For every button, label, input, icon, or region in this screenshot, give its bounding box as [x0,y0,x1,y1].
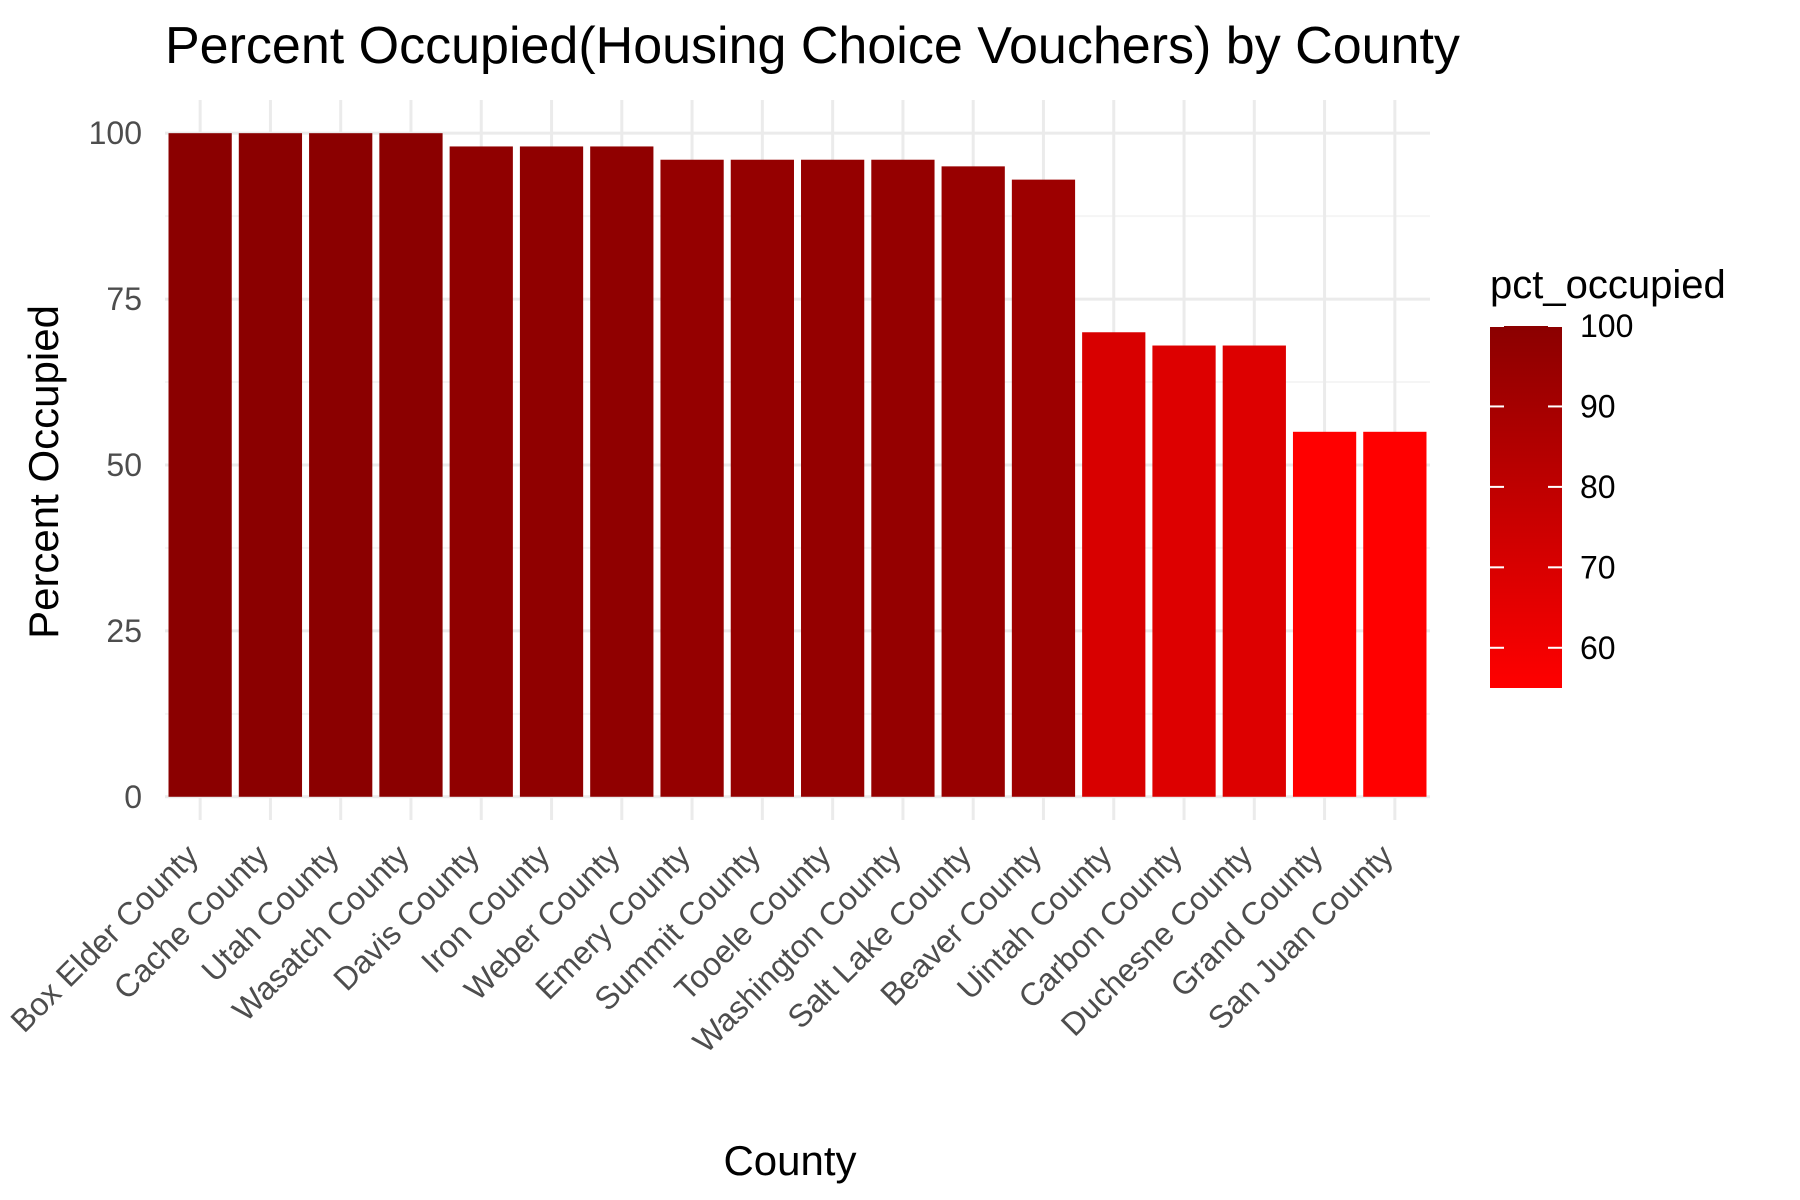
y-axis-title: Percent Occupied [20,305,67,639]
bar-san-juan-county [1363,431,1427,797]
chart-title: Percent Occupied(Housing Choice Vouchers… [165,17,1460,75]
legend-colorbar [1490,326,1562,688]
bar-salt-lake-county [941,166,1005,797]
bar-iron-county [519,146,584,797]
bar-emery-county [660,159,724,797]
legend-tick-label: 100 [1580,308,1633,344]
bar-beaver-county [1011,179,1076,797]
bar-wasatch-county [379,133,443,797]
bars [168,133,1427,797]
bar-cache-county [238,133,303,797]
legend: pct_occupied 60 70 80 90 100 [1490,263,1726,688]
y-tick-label: 0 [124,779,142,815]
legend-tick-label: 80 [1580,469,1616,505]
legend-ticks: 60 70 80 90 100 [1490,308,1633,666]
bar-duchesne-county [1222,345,1286,797]
bar-box-elder-county [168,133,232,797]
legend-title: pct_occupied [1490,263,1726,307]
bar-grand-county [1292,431,1357,797]
bar-utah-county [309,133,373,797]
y-tick-label: 100 [89,115,142,151]
legend-tick-label: 90 [1580,388,1616,424]
bar-uintah-county [1082,332,1146,797]
bar-davis-county [449,146,513,797]
legend-tick-label: 70 [1580,549,1616,585]
bar-tooele-county [801,159,865,797]
bar-weber-county [590,146,654,797]
y-tick-label: 75 [106,281,142,317]
y-tick-label: 25 [106,613,142,649]
y-axis-ticks: 0 25 50 75 100 [89,115,142,815]
legend-tick-label: 60 [1580,630,1616,666]
x-axis-title: County [723,1137,856,1184]
bar-carbon-county [1152,345,1216,797]
bar-summit-county [730,159,794,797]
bar-washington-county [871,159,935,797]
y-tick-label: 50 [106,447,142,483]
